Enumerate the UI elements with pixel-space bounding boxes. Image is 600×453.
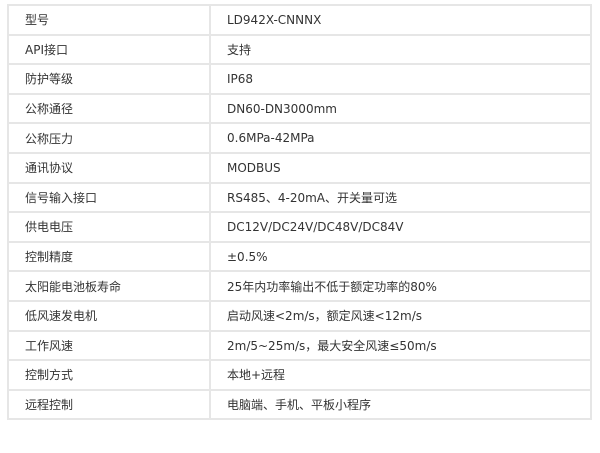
spec-value: 25年内功率输出不低于额定功率的80%: [209, 270, 592, 302]
spec-value: DN60-DN3000mm: [209, 92, 592, 125]
table-row: API接口 支持: [7, 33, 592, 66]
table-row: 公称压力 0.6MPa-42MPa: [7, 122, 592, 154]
table-row: 供电电压 DC12V/DC24V/DC48V/DC84V: [7, 211, 592, 243]
table-row: 低风速发电机 启动风速<2m/s，额定风速<12m/s: [7, 299, 592, 332]
table-row: 控制方式 本地+远程: [7, 359, 592, 391]
spec-value: 启动风速<2m/s，额定风速<12m/s: [209, 299, 592, 332]
spec-label: 防护等级: [7, 63, 211, 95]
spec-value: LD942X-CNNNX: [209, 4, 592, 36]
spec-label: 型号: [7, 4, 211, 36]
spec-value: ±0.5%: [209, 240, 592, 273]
spec-label: 工作风速: [7, 329, 211, 362]
spec-value: MODBUS: [209, 151, 592, 184]
spec-value: RS485、4-20mA、开关量可选: [209, 181, 592, 214]
spec-value: 支持: [209, 33, 592, 66]
spec-label: 远程控制: [7, 388, 211, 421]
spec-value: 本地+远程: [209, 359, 592, 391]
table-row: 控制精度 ±0.5%: [7, 240, 592, 273]
spec-label: 低风速发电机: [7, 299, 211, 332]
table-row: 通讯协议 MODBUS: [7, 151, 592, 184]
spec-label: 控制方式: [7, 359, 211, 391]
spec-value: 0.6MPa-42MPa: [209, 122, 592, 154]
spec-label: 供电电压: [7, 211, 211, 243]
table-row: 防护等级 IP68: [7, 63, 592, 95]
table-row: 远程控制 电脑端、手机、平板小程序: [7, 388, 592, 421]
spec-label: 太阳能电池板寿命: [7, 270, 211, 302]
table-row: 公称通径 DN60-DN3000mm: [7, 92, 592, 125]
spec-label: 公称通径: [7, 92, 211, 125]
table-row: 信号输入接口 RS485、4-20mA、开关量可选: [7, 181, 592, 214]
spec-value: DC12V/DC24V/DC48V/DC84V: [209, 211, 592, 243]
spec-value: IP68: [209, 63, 592, 95]
spec-label: API接口: [7, 33, 211, 66]
spec-label: 控制精度: [7, 240, 211, 273]
spec-table-body: 型号 LD942X-CNNNX API接口 支持 防护等级 IP68 公称通径 DN60-DN…: [7, 4, 592, 421]
spec-label: 信号输入接口: [7, 181, 211, 214]
table-row: 型号 LD942X-CNNNX: [7, 4, 592, 36]
spec-label: 通讯协议: [7, 151, 211, 184]
spec-value: 2m/5~25m/s，最大安全风速≤50m/s: [209, 329, 592, 362]
table-row: 工作风速 2m/5~25m/s，最大安全风速≤50m/s: [7, 329, 592, 362]
spec-label: 公称压力: [7, 122, 211, 154]
spec-value: 电脑端、手机、平板小程序: [209, 388, 592, 421]
spec-table: 型号 LD942X-CNNNX API接口 支持 防护等级 IP68 公称通径 DN60-DN…: [7, 4, 592, 421]
table-row: 太阳能电池板寿命 25年内功率输出不低于额定功率的80%: [7, 270, 592, 302]
